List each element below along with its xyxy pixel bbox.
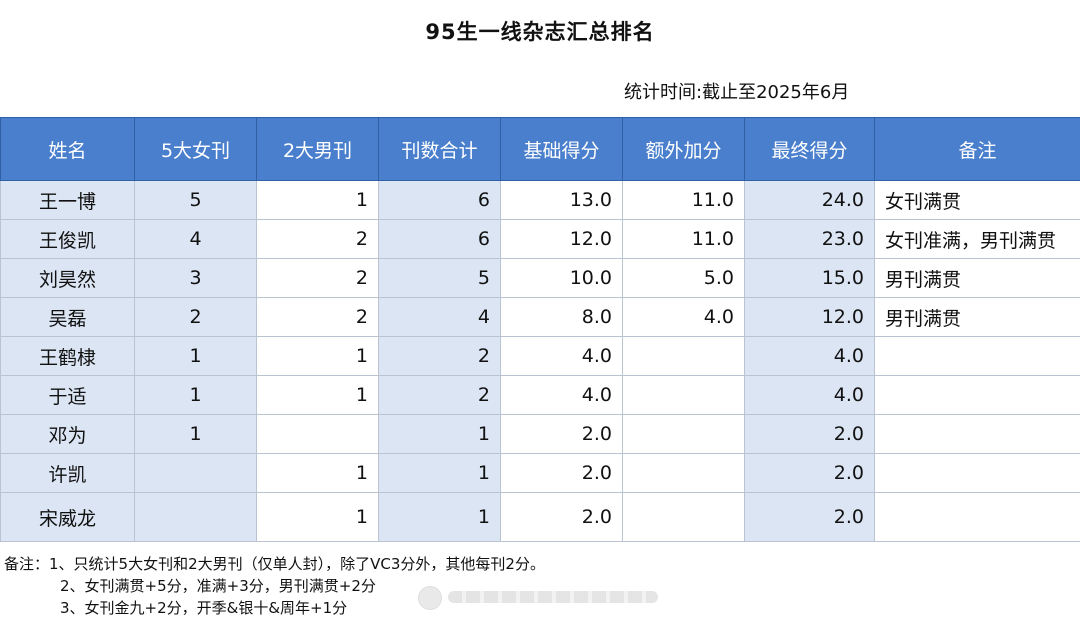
cell-note: 女刊准满，男刊满贯 — [874, 219, 1080, 259]
column-header-total: 刊数合计 — [378, 117, 501, 181]
cell-base: 10.0 — [500, 258, 623, 298]
column-header-note: 备注 — [874, 117, 1080, 181]
cell-name: 吴磊 — [0, 297, 135, 337]
cell-female: 1 — [134, 414, 257, 454]
cell-base: 12.0 — [500, 219, 623, 259]
cell-male: 1 — [256, 492, 379, 542]
cell-total: 4 — [378, 297, 501, 337]
cell-male: 1 — [256, 336, 379, 376]
cell-final: 2.0 — [744, 492, 875, 542]
cell-name: 王俊凯 — [0, 219, 135, 259]
cell-final: 4.0 — [744, 336, 875, 376]
note-line: 3、女刊金九+2分，开季&银十&周年+1分 — [60, 599, 348, 617]
cell-note: 男刊满贯 — [874, 297, 1080, 337]
cell-total: 1 — [378, 414, 501, 454]
cell-female — [134, 492, 257, 542]
cell-extra: 11.0 — [622, 219, 745, 259]
cell-female: 4 — [134, 219, 257, 259]
cell-extra — [622, 453, 745, 493]
cell-total: 2 — [378, 336, 501, 376]
cell-note — [874, 492, 1080, 542]
cell-female — [134, 453, 257, 493]
cell-note — [874, 336, 1080, 376]
cell-base: 4.0 — [500, 336, 623, 376]
cell-final: 15.0 — [744, 258, 875, 298]
cell-total: 5 — [378, 258, 501, 298]
cell-final: 12.0 — [744, 297, 875, 337]
cell-total: 6 — [378, 219, 501, 259]
cell-extra — [622, 336, 745, 376]
cell-name: 于适 — [0, 375, 135, 415]
cell-male: 2 — [256, 219, 379, 259]
column-header-name: 姓名 — [0, 117, 135, 181]
cell-extra — [622, 492, 745, 542]
cell-note — [874, 414, 1080, 454]
cell-base: 8.0 — [500, 297, 623, 337]
table-row: 王俊凯 4 2 6 12.0 11.0 23.0 女刊准满，男刊满贯 — [0, 219, 1080, 259]
column-header-base: 基础得分 — [500, 117, 623, 181]
cell-extra: 5.0 — [622, 258, 745, 298]
cell-male: 1 — [256, 375, 379, 415]
column-header-male: 2大男刊 — [256, 117, 379, 181]
cell-note: 女刊满贯 — [874, 180, 1080, 220]
table-row: 刘昊然 3 2 5 10.0 5.0 15.0 男刊满贯 — [0, 258, 1080, 298]
stat-time: 统计时间:截止至2025年6月 — [624, 82, 850, 103]
cell-note — [874, 453, 1080, 493]
cell-female: 5 — [134, 180, 257, 220]
note-line: 备注：1、只统计5大女刊和2大男刊（仅单人封），除了VC3分外，其他每刊2分。 — [4, 555, 545, 573]
cell-base: 2.0 — [500, 453, 623, 493]
cell-final: 4.0 — [744, 375, 875, 415]
cell-base: 2.0 — [500, 492, 623, 542]
cell-note: 男刊满贯 — [874, 258, 1080, 298]
table-row: 吴磊 2 2 4 8.0 4.0 12.0 男刊满贯 — [0, 297, 1080, 337]
column-header-female: 5大女刊 — [134, 117, 257, 181]
cell-base: 4.0 — [500, 375, 623, 415]
notes-block: 备注：1、只统计5大女刊和2大男刊（仅单人封），除了VC3分外，其他每刊2分。 … — [4, 553, 545, 619]
cell-female: 2 — [134, 297, 257, 337]
ranking-table: 姓名 5大女刊 2大男刊 刊数合计 基础得分 额外加分 最终得分 备注 王一博 … — [0, 117, 1080, 542]
cell-male: 1 — [256, 180, 379, 220]
cell-final: 23.0 — [744, 219, 875, 259]
table-row: 王一博 5 1 6 13.0 11.0 24.0 女刊满贯 — [0, 180, 1080, 220]
cell-female: 3 — [134, 258, 257, 298]
cell-base: 13.0 — [500, 180, 623, 220]
cell-extra — [622, 414, 745, 454]
cell-female: 1 — [134, 336, 257, 376]
cell-final: 2.0 — [744, 414, 875, 454]
cell-name: 刘昊然 — [0, 258, 135, 298]
cell-extra: 4.0 — [622, 297, 745, 337]
cell-female: 1 — [134, 375, 257, 415]
cell-name: 邓为 — [0, 414, 135, 454]
table-header-row: 姓名 5大女刊 2大男刊 刊数合计 基础得分 额外加分 最终得分 备注 — [0, 117, 1080, 181]
table-row: 王鹤棣 1 1 2 4.0 4.0 — [0, 336, 1080, 376]
table-row: 邓为 1 1 2.0 2.0 — [0, 414, 1080, 454]
column-header-final: 最终得分 — [744, 117, 875, 181]
table-row: 许凯 1 1 2.0 2.0 — [0, 453, 1080, 493]
table-row: 于适 1 1 2 4.0 4.0 — [0, 375, 1080, 415]
table-row: 宋威龙 1 1 2.0 2.0 — [0, 492, 1080, 542]
cell-base: 2.0 — [500, 414, 623, 454]
note-line: 2、女刊满贯+5分，准满+3分，男刊满贯+2分 — [60, 577, 376, 595]
cell-total: 1 — [378, 492, 501, 542]
cell-final: 2.0 — [744, 453, 875, 493]
cell-name: 王鹤棣 — [0, 336, 135, 376]
cell-male: 1 — [256, 453, 379, 493]
cell-total: 2 — [378, 375, 501, 415]
cell-extra: 11.0 — [622, 180, 745, 220]
cell-name: 王一博 — [0, 180, 135, 220]
cell-note — [874, 375, 1080, 415]
cell-male — [256, 414, 379, 454]
cell-extra — [622, 375, 745, 415]
cell-name: 许凯 — [0, 453, 135, 493]
cell-total: 1 — [378, 453, 501, 493]
cell-name: 宋威龙 — [0, 492, 135, 542]
cell-total: 6 — [378, 180, 501, 220]
cell-male: 2 — [256, 297, 379, 337]
column-header-extra: 额外加分 — [622, 117, 745, 181]
cell-final: 24.0 — [744, 180, 875, 220]
cell-male: 2 — [256, 258, 379, 298]
page-title: 95生一线杂志汇总排名 — [425, 20, 655, 44]
